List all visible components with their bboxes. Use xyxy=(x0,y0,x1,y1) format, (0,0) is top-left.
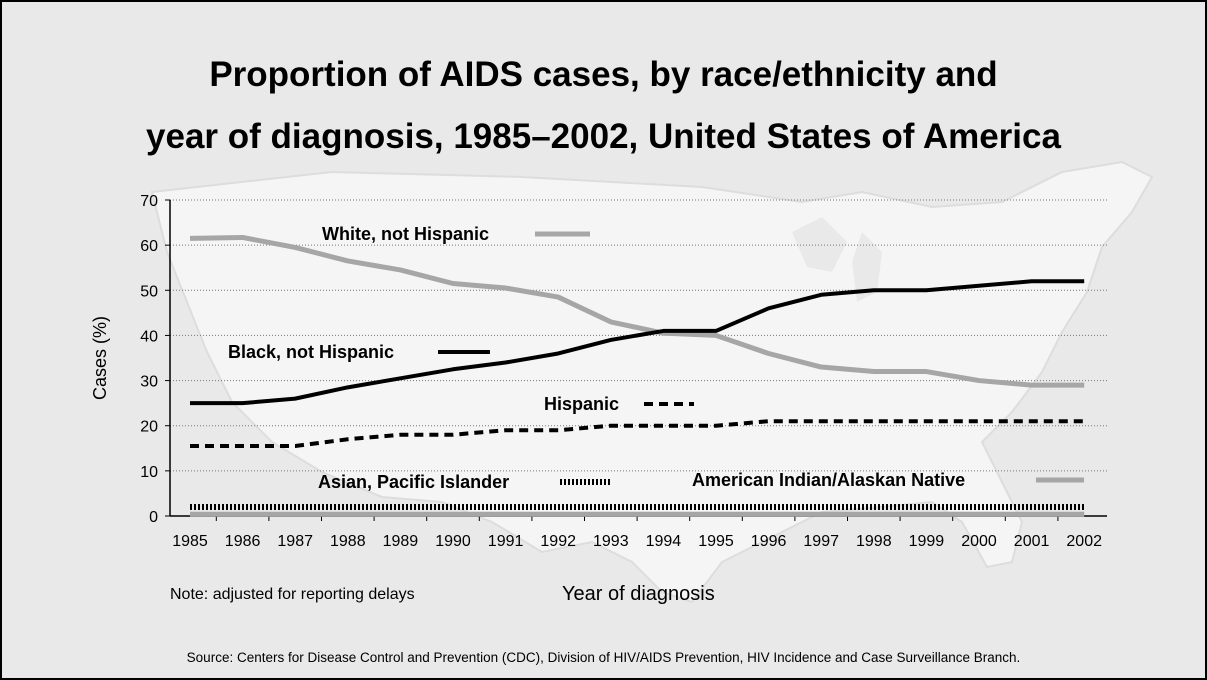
x-tick-label: 1987 xyxy=(277,533,313,550)
legend-label-0: White, not Hispanic xyxy=(322,224,489,244)
x-tick-label: 1999 xyxy=(909,533,945,550)
x-tick-label: 1989 xyxy=(383,533,419,550)
y-tick-label: 50 xyxy=(140,283,158,300)
y-tick-label: 10 xyxy=(140,464,158,481)
chart-title-line-2: year of diagnosis, 1985–2002, United Sta… xyxy=(146,117,1061,156)
y-tick-label: 30 xyxy=(140,374,158,391)
legend-label-3: Asian, Pacific Islander xyxy=(318,472,509,492)
x-tick-label: 1997 xyxy=(803,533,839,550)
x-axis-label: Year of diagnosis xyxy=(562,583,715,605)
y-tick-label: 60 xyxy=(140,238,158,255)
x-tick-label: 1988 xyxy=(330,533,366,550)
x-tick-label: 1994 xyxy=(646,533,682,550)
x-tick-label: 1996 xyxy=(751,533,787,550)
y-tick-label: 40 xyxy=(140,328,158,345)
series-line-0 xyxy=(189,234,1085,388)
x-tick-label: 1986 xyxy=(225,533,261,550)
legend-label-4: American Indian/Alaskan Native xyxy=(692,470,965,490)
y-tick-label: 70 xyxy=(140,193,158,210)
y-tick-label: 20 xyxy=(140,419,158,436)
x-tick-label: 2001 xyxy=(1014,533,1050,550)
y-tick-label: 0 xyxy=(149,509,158,526)
y-axis-label: Cases (%) xyxy=(90,316,110,400)
legend-label-2: Hispanic xyxy=(544,394,619,414)
series-line-1 xyxy=(190,279,1085,406)
x-tick-label: 1985 xyxy=(172,533,208,550)
chart-note: Note: adjusted for reporting delays xyxy=(170,586,415,603)
x-tick-label: 1993 xyxy=(593,533,629,550)
chart-title-line-1: Proportion of AIDS cases, by race/ethnic… xyxy=(209,55,998,94)
x-tick-label: 1995 xyxy=(698,533,734,550)
series-line-2 xyxy=(190,419,1085,449)
x-tick-label: 2002 xyxy=(1066,533,1102,550)
x-tick-label: 1990 xyxy=(435,533,471,550)
x-tick-label: 1991 xyxy=(488,533,524,550)
source-note: Source: Centers for Disease Control and … xyxy=(186,650,1021,665)
legend-label-1: Black, not Hispanic xyxy=(228,342,394,362)
x-tick-label: 2000 xyxy=(961,533,997,550)
x-tick-label: 1992 xyxy=(540,533,576,550)
x-tick-label: 1998 xyxy=(856,533,892,550)
